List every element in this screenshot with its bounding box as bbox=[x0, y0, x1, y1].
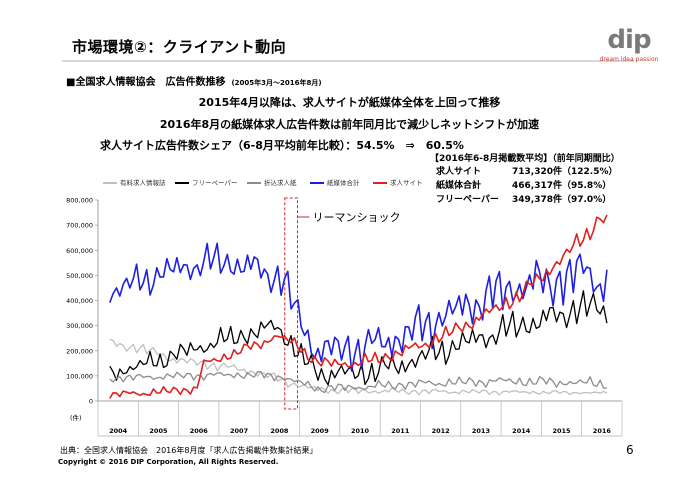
legend-label: 求人サイト bbox=[390, 179, 423, 187]
y-tick-label: 500,000 bbox=[66, 272, 93, 280]
stats-value: 713,320件（122.5%） bbox=[512, 167, 618, 177]
headline-2: 2016年8月の紙媒体求人広告件数は前年同月比で減少しネットシフトが加速 bbox=[159, 118, 540, 131]
year-label: 2009 bbox=[311, 427, 330, 435]
stats-row: 紙媒体合計 466,317件（95.8%） bbox=[430, 180, 620, 194]
year-label: 2008 bbox=[270, 427, 289, 435]
legend-label: 紙媒体合計 bbox=[327, 179, 360, 187]
year-label: 2014 bbox=[512, 427, 531, 435]
page-title: 市場環境②：クライアント動向 bbox=[72, 38, 287, 56]
source-note: 出典：全国求人情報協会 2016年8月度「求人広告掲載件数集計結果」 bbox=[60, 446, 318, 455]
section-period: (2005年3月～2016年8月) bbox=[231, 79, 322, 87]
year-label: 2012 bbox=[432, 427, 450, 435]
legend-swatch bbox=[175, 182, 189, 184]
year-label: 2015 bbox=[552, 427, 571, 435]
annotation-label: リーマンショック bbox=[313, 211, 401, 224]
legend-swatch bbox=[310, 182, 324, 184]
stats-row: フリーペーパー 349,378件（97.0%） bbox=[430, 194, 620, 208]
year-label: 2006 bbox=[190, 427, 209, 435]
y-tick-label: 800,000 bbox=[66, 197, 93, 205]
section-title: ■全国求人情報協会 広告件数推移 bbox=[66, 77, 226, 88]
stats-panel-title: 【2016年6-8月掲載数平均】（前年同期間比） bbox=[430, 154, 620, 164]
year-label: 2016 bbox=[593, 427, 612, 435]
legend-label: 折込求人紙 bbox=[264, 179, 297, 187]
year-label: 2011 bbox=[391, 427, 410, 435]
y-tick-label: 400,000 bbox=[66, 297, 93, 305]
year-label: 2004 bbox=[109, 427, 128, 435]
y-tick-label: 200,000 bbox=[66, 347, 93, 355]
stats-panel: 【2016年6-8月掲載数平均】（前年同期間比） 求人サイト 713,320件（1… bbox=[430, 153, 620, 208]
legend-swatch bbox=[103, 182, 117, 184]
y-tick-label: 600,000 bbox=[66, 247, 93, 255]
stats-value: 466,317件（95.8%） bbox=[512, 181, 612, 191]
company-logo: dip dream idea passion bbox=[588, 26, 670, 64]
series-line bbox=[109, 214, 608, 399]
y-unit-label: (件) bbox=[70, 413, 82, 422]
copyright: Copyright © 2016 DIP Corporation, All Ri… bbox=[58, 458, 279, 466]
headline-3: 求人サイト広告件数シェア（6-8月平均前年比較）：54.5% ⇒ 60.5% bbox=[100, 139, 464, 152]
series-line bbox=[109, 290, 608, 386]
legend-item: フリーペーパー bbox=[175, 177, 237, 187]
title-divider bbox=[62, 60, 634, 62]
stats-value: 349,378件（97.0%） bbox=[512, 195, 612, 205]
legend-swatch bbox=[373, 182, 387, 184]
stats-label: 求人サイト bbox=[436, 167, 482, 177]
legend-label: 有料求人情報誌 bbox=[120, 179, 166, 187]
year-label: 2005 bbox=[149, 427, 168, 435]
y-tick-label: 100,000 bbox=[66, 372, 93, 380]
series-line bbox=[109, 370, 607, 394]
logo-tagline: dream idea passion bbox=[599, 56, 659, 63]
year-label: 2013 bbox=[472, 427, 490, 435]
y-tick-label: 700,000 bbox=[66, 222, 93, 230]
highlight-box bbox=[284, 197, 298, 410]
legend-item: 有料求人情報誌 bbox=[103, 177, 166, 187]
year-label: 2007 bbox=[230, 427, 248, 435]
page-number: 6 bbox=[626, 443, 634, 457]
logo-wordmark: dip bbox=[607, 25, 651, 55]
stats-label: フリーペーパー bbox=[436, 195, 499, 205]
stats-label: 紙媒体合計 bbox=[436, 181, 482, 191]
y-tick-label: 0 bbox=[89, 398, 93, 406]
year-label: 2010 bbox=[351, 427, 370, 435]
series-line bbox=[109, 242, 608, 372]
legend-item: 求人サイト bbox=[373, 177, 423, 187]
stats-row: 求人サイト 713,320件（122.5%） bbox=[430, 166, 620, 180]
legend-item: 折込求人紙 bbox=[247, 177, 297, 187]
legend-swatch bbox=[247, 182, 261, 184]
y-tick-label: 300,000 bbox=[66, 322, 93, 330]
legend-item: 紙媒体合計 bbox=[310, 177, 360, 187]
series-line bbox=[109, 338, 608, 396]
legend-label: フリーペーパー bbox=[192, 179, 238, 187]
headline-1: 2015年4月以降は、求人サイトが紙媒体全体を上回って推移 bbox=[198, 96, 501, 109]
section-heading: ■全国求人情報協会 広告件数推移 (2005年3月～2016年8月) bbox=[66, 73, 322, 88]
